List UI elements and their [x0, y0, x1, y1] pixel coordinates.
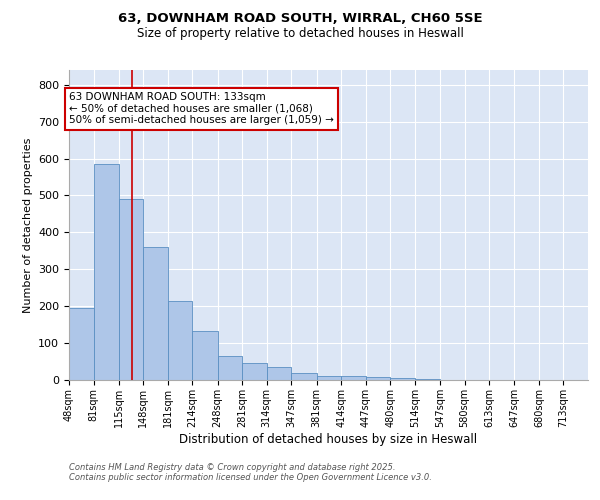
Bar	[119, 199, 143, 380]
Text: Size of property relative to detached houses in Heswall: Size of property relative to detached ho…	[137, 28, 463, 40]
Bar	[317, 376, 341, 380]
Bar	[69, 308, 94, 380]
Text: 63, DOWNHAM ROAD SOUTH, WIRRAL, CH60 5SE: 63, DOWNHAM ROAD SOUTH, WIRRAL, CH60 5SE	[118, 12, 482, 26]
Text: Contains public sector information licensed under the Open Government Licence v3: Contains public sector information licen…	[69, 472, 432, 482]
Bar	[218, 356, 242, 380]
Bar	[390, 378, 415, 380]
Bar	[341, 376, 365, 380]
Bar	[267, 367, 292, 380]
Text: 63 DOWNHAM ROAD SOUTH: 133sqm
← 50% of detached houses are smaller (1,068)
50% o: 63 DOWNHAM ROAD SOUTH: 133sqm ← 50% of d…	[69, 92, 334, 126]
Bar	[242, 362, 267, 380]
Text: Contains HM Land Registry data © Crown copyright and database right 2025.: Contains HM Land Registry data © Crown c…	[69, 462, 395, 471]
Bar	[292, 374, 317, 380]
X-axis label: Distribution of detached houses by size in Heswall: Distribution of detached houses by size …	[179, 432, 478, 446]
Bar	[365, 377, 390, 380]
Y-axis label: Number of detached properties: Number of detached properties	[23, 138, 32, 312]
Bar	[193, 331, 218, 380]
Bar	[94, 164, 119, 380]
Bar	[168, 300, 193, 380]
Bar	[143, 247, 168, 380]
